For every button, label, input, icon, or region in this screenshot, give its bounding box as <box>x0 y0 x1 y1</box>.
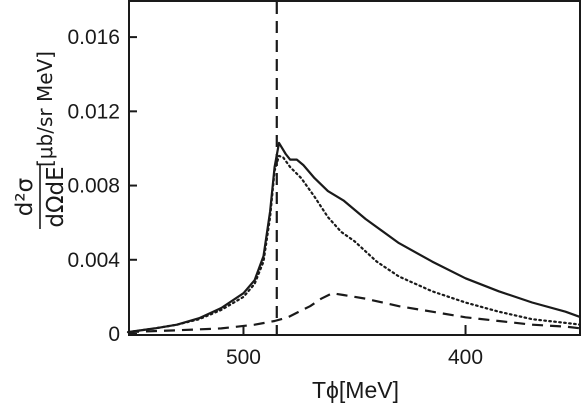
axis-ticks <box>128 36 467 335</box>
y-tick-label: 0.008 <box>67 175 120 198</box>
series-line-dashed <box>127 292 581 334</box>
y-axis-label-denominator: dΩdE <box>43 166 69 227</box>
y-tick-label: 0.004 <box>67 249 120 272</box>
x-tick-label: 400 <box>448 346 483 369</box>
y-tick-label: 0 <box>108 323 120 346</box>
y-tick-label: 0.012 <box>67 100 120 123</box>
plot-frame <box>128 0 581 336</box>
plot-area <box>126 2 581 334</box>
x-tick-label: 500 <box>226 346 261 369</box>
x-axis-label: Tϕ[MeV] <box>312 377 399 403</box>
series-line-solid <box>127 141 581 334</box>
y-tick-label: 0.016 <box>67 26 120 49</box>
y-axis-label-unit: [μb/sr MeV] <box>33 51 57 167</box>
y-axis-label: d²σ dΩdE [μb/sr MeV] <box>12 51 69 229</box>
y-axis-label-numerator: d²σ <box>12 178 38 216</box>
series-line-dotted <box>126 154 581 334</box>
